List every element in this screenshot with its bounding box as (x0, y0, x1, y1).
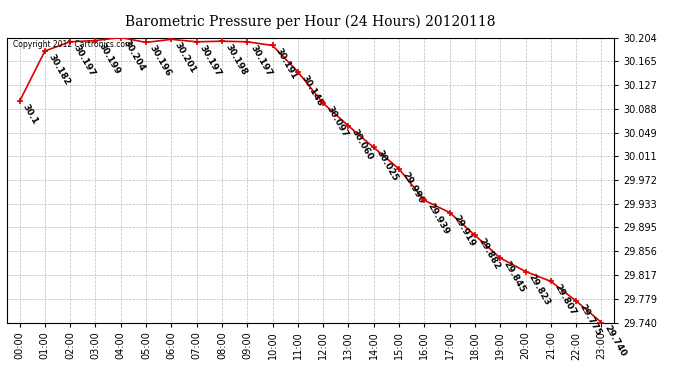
Text: 29.919: 29.919 (451, 214, 476, 249)
Text: 30.197: 30.197 (72, 43, 97, 78)
Text: 30.196: 30.196 (148, 44, 172, 78)
Text: 30.060: 30.060 (350, 128, 375, 162)
Text: 30.1: 30.1 (21, 103, 40, 126)
Text: Barometric Pressure per Hour (24 Hours) 20120118: Barometric Pressure per Hour (24 Hours) … (126, 15, 495, 29)
Text: 30.201: 30.201 (172, 41, 198, 75)
Text: 29.740: 29.740 (603, 324, 628, 358)
Text: 29.823: 29.823 (527, 273, 552, 308)
Text: 30.097: 30.097 (324, 105, 350, 139)
Text: 30.025: 30.025 (375, 149, 400, 183)
Text: 30.148: 30.148 (299, 73, 324, 108)
Text: 29.807: 29.807 (552, 283, 578, 317)
Text: 30.199: 30.199 (97, 42, 122, 76)
Text: 30.198: 30.198 (224, 43, 248, 77)
Text: 30.204: 30.204 (122, 39, 147, 73)
Text: 30.191: 30.191 (274, 47, 299, 81)
Text: 30.182: 30.182 (46, 53, 71, 87)
Text: 29.775: 29.775 (578, 302, 603, 337)
Text: 29.882: 29.882 (476, 237, 502, 271)
Text: 30.197: 30.197 (198, 43, 223, 78)
Text: 29.990: 29.990 (400, 170, 426, 205)
Text: 29.845: 29.845 (502, 260, 527, 294)
Text: 29.939: 29.939 (426, 202, 451, 237)
Text: Copyright 2012 Cartronics.com: Copyright 2012 Cartronics.com (13, 40, 132, 50)
Text: 30.197: 30.197 (248, 43, 274, 78)
